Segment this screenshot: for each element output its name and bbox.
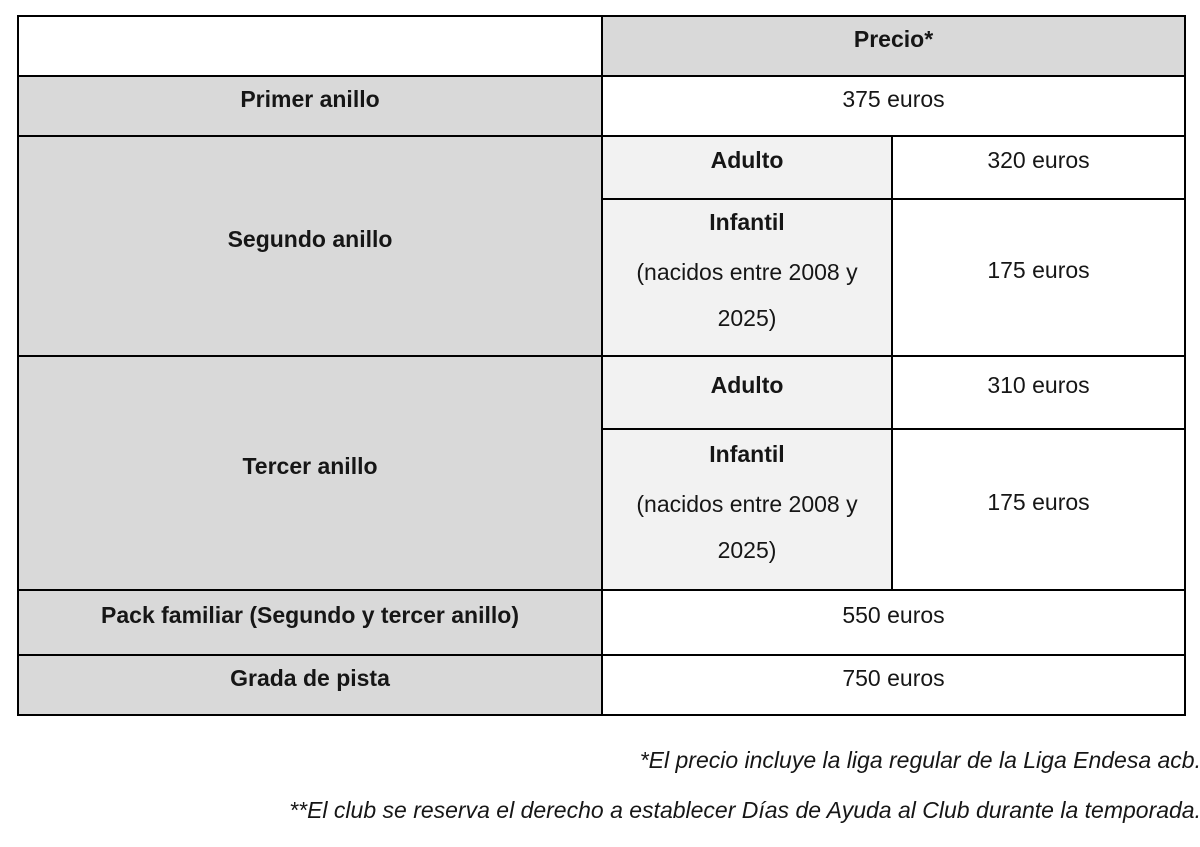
category-cell-tercer-adulto: Adulto	[601, 355, 893, 430]
season-ticket-price-table: Precio* Primer anillo 375 euros Segundo …	[17, 15, 1187, 716]
price-tercer-adulto: 310 euros	[890, 355, 1187, 430]
row-label-tercer-anillo: Tercer anillo	[17, 355, 603, 591]
table-row-segundo-adulto: Segundo anillo Adulto 320 euros	[17, 135, 1187, 357]
table-row-grada-de-pista: Grada de pista 750 euros	[17, 654, 1187, 716]
category-cell-tercer-infantil: Infantil (nacidos entre 2008 y 2025)	[601, 428, 893, 591]
empty-corner-cell	[17, 15, 603, 77]
category-note-infantil: (nacidos entre 2008 y 2025)	[636, 259, 858, 332]
table-row-tercer-adulto: Tercer anillo Adulto 310 euros	[17, 355, 1187, 591]
category-note-infantil: (nacidos entre 2008 y 2025)	[636, 491, 858, 564]
footnote-precio: *El precio incluye la liga regular de la…	[639, 747, 1200, 773]
footnote-dias-de-ayuda: **El club se reserva el derecho a establ…	[289, 796, 1200, 823]
row-label-segundo-anillo: Segundo anillo	[17, 135, 603, 357]
category-label-infantil: Infantil	[709, 208, 785, 235]
table-row-pack-familiar: Pack familiar (Segundo y tercer anillo) …	[17, 589, 1187, 656]
price-segundo-adulto: 320 euros	[890, 135, 1187, 200]
table-row-header: Precio*	[17, 15, 1187, 77]
price-grada-de-pista: 750 euros	[600, 654, 1187, 716]
price-tercer-infantil: 175 euros	[890, 428, 1187, 591]
category-label-infantil: Infantil	[709, 440, 785, 467]
price-segundo-infantil: 175 euros	[890, 198, 1187, 357]
document-body: Precio* Primer anillo 375 euros Segundo …	[17, 15, 1200, 826]
row-label-grada-de-pista: Grada de pista	[17, 654, 603, 716]
footnotes-section: *El precio incluye la liga regular de la…	[34, 746, 1200, 826]
table-row-segundo-infantil: Infantil (nacidos entre 2008 y 2025) 175…	[18, 198, 1187, 357]
table-row-primer-anillo: Primer anillo 375 euros	[17, 75, 1187, 137]
price-column-header: Precio*	[600, 15, 1187, 77]
category-cell-segundo-adulto: Adulto	[601, 135, 893, 200]
row-label-primer-anillo: Primer anillo	[17, 75, 603, 137]
price-pack-familiar: 550 euros	[600, 589, 1187, 656]
table-row-tercer-infantil: Infantil (nacidos entre 2008 y 2025) 175…	[18, 428, 1187, 591]
price-primer-anillo: 375 euros	[600, 75, 1187, 137]
row-label-pack-familiar: Pack familiar (Segundo y tercer anillo)	[17, 589, 603, 656]
category-cell-segundo-infantil: Infantil (nacidos entre 2008 y 2025)	[601, 198, 893, 357]
